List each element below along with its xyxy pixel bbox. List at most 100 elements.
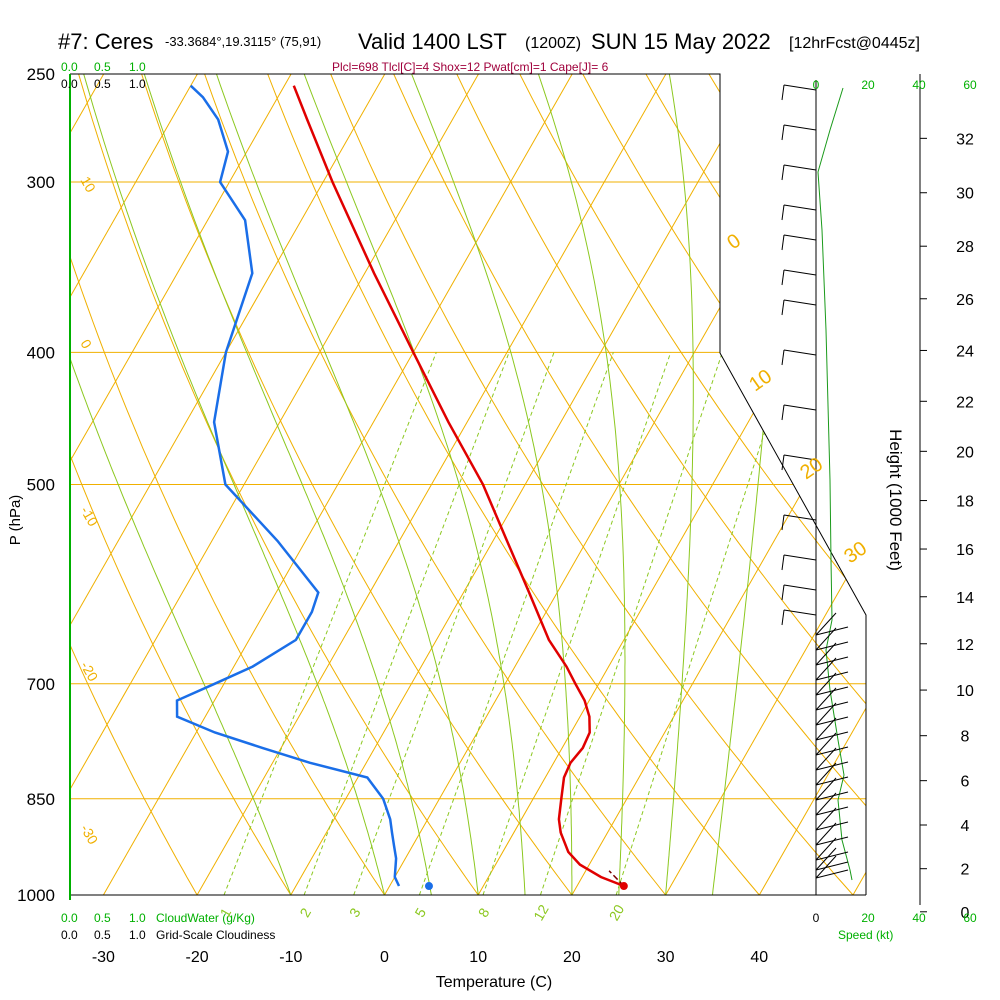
cloud-scale-top-2: 1.0 (129, 60, 146, 74)
wind-barb (815, 612, 849, 636)
cloud-scale-top: 0.0 0.5 1.0 0.0 0.5 1.0 (61, 60, 146, 91)
height-tick-label: 8 (961, 729, 970, 746)
mixing-ratio-label: 8 (475, 905, 493, 920)
valid-time: Valid 1400 LST (358, 29, 507, 54)
dry-adiabat-line (834, 74, 866, 895)
height-tick-label: 26 (956, 292, 974, 309)
wind-barb (815, 687, 849, 711)
x-tick-label: -30 (92, 949, 115, 966)
wind-barb (781, 234, 817, 251)
height-tick-label: 6 (961, 774, 970, 791)
isotherm-line (70, 74, 479, 895)
station-coords: -33.3684°,19.3115° (75,91) (165, 34, 321, 49)
plot-outline (70, 73, 867, 895)
isotherm-line (665, 74, 866, 895)
height-tick-label: 10 (956, 683, 974, 700)
wind-barb (815, 672, 849, 696)
isotherm-label: -10 (77, 504, 101, 530)
wind-barb (815, 747, 849, 771)
wind-barb (815, 762, 849, 786)
x-tick-label: 20 (563, 949, 581, 966)
wind-barb (781, 204, 817, 221)
mixing-ratio-line (353, 352, 555, 895)
mixing-ratio-line (615, 352, 791, 895)
dry-adiabat-line (70, 74, 198, 895)
height-tick-label: 16 (956, 542, 974, 559)
dry-adiabat-line (204, 74, 666, 895)
wind-speed-tick-top: 60 (963, 78, 977, 92)
wind-barb (815, 642, 849, 666)
wind-barb (781, 124, 817, 141)
mixing-ratio-label: 20 (606, 902, 628, 924)
isotherm-label: 10 (745, 365, 776, 396)
wind-speed-tick-bottom: 60 (963, 911, 977, 925)
cloudiness-scale-bottom-0: 0.0 (61, 928, 78, 942)
wind-barb (781, 164, 817, 181)
cloud-water-label: CloudWater (g/Kg) (156, 911, 255, 925)
mixing-ratio-line (539, 352, 723, 895)
wind-barb (781, 454, 817, 471)
pressure-axis: 1000 850 700 500 400 300 250 (17, 65, 55, 905)
wind-speed-tick-top: 0 (813, 78, 820, 92)
y-axis-label: P (hPa) (7, 495, 24, 546)
x-tick-label: -10 (279, 949, 302, 966)
height-tick-label: 32 (956, 131, 974, 148)
wind-speed-tick-top: 20 (861, 78, 875, 92)
isotherm-label: 0 (77, 337, 95, 352)
cloudiness-scale-top-1: 0.5 (94, 77, 111, 91)
cloudiness-scale-top-2: 1.0 (129, 77, 146, 91)
forecast-label: [12hrFcst@0445z] (789, 35, 920, 52)
isotherm-line (70, 74, 386, 895)
wind-speed-tick-top: 40 (912, 78, 926, 92)
cloudiness-scale-bottom-2: 1.0 (129, 928, 146, 942)
x-tick-label: 30 (657, 949, 675, 966)
isotherm-line (70, 74, 292, 895)
cloud-scale-top-0: 0.0 (61, 60, 78, 74)
dry-adiabat-line (78, 74, 479, 895)
x-axis-label: Temperature (C) (436, 974, 552, 991)
height-tick-label: 2 (961, 862, 970, 879)
indices-line: Plcl=698 Tlcl[C]=4 Shox=12 Pwat[cm]=1 Ca… (332, 60, 609, 74)
isotherm-line (0, 74, 10, 895)
x-tick-label: 0 (380, 949, 389, 966)
dry-adiabat-line (898, 74, 1000, 895)
wind-barb (781, 299, 817, 316)
wind-barb (781, 609, 817, 626)
wind-speed-tick-bottom: 40 (912, 911, 926, 925)
surface-dewpoint-point (424, 882, 433, 891)
mixing-ratio-labels: 1 2 3 5 8 12 20 (217, 902, 628, 924)
isotherm-label: 10 (77, 174, 99, 196)
sounding-traces (175, 84, 628, 891)
height-tick-label: 30 (956, 186, 974, 203)
pressure-tick-label: 500 (27, 476, 55, 495)
wind-barb (815, 702, 849, 726)
height-tick-label: 14 (956, 590, 974, 607)
isotherm-label: 30 (840, 537, 871, 568)
x-tick-label: 40 (750, 949, 768, 966)
cloudiness-scale-bottom-1: 0.5 (94, 928, 111, 942)
temperature-axis: -30 -20 -10 0 10 20 30 40 (92, 949, 768, 966)
wind-barb (781, 269, 817, 286)
wind-barb (781, 584, 817, 601)
pressure-tick-label: 850 (27, 790, 55, 809)
dry-adiabat-line (141, 74, 573, 895)
wind-barb (815, 792, 849, 816)
pressure-tick-label: 300 (27, 173, 55, 192)
dry-adiabat-line (393, 74, 866, 895)
mixing-ratio-label: 5 (411, 905, 429, 920)
isotherm-label: 0 (723, 230, 745, 254)
wind-barb (815, 732, 849, 756)
wind-speed-profile (817, 87, 853, 881)
wind-barb (781, 349, 817, 366)
station-title: #7: Ceres (58, 29, 153, 54)
height-tick-label: 18 (956, 494, 974, 511)
wind-speed-label: Speed (kt) (838, 928, 893, 942)
wind-barb (781, 84, 817, 101)
surface-temperature-point (619, 882, 628, 891)
wind-barb (815, 657, 849, 681)
temperature-line (292, 85, 625, 888)
wind-speed-tick-bottom: 0 (813, 911, 820, 925)
